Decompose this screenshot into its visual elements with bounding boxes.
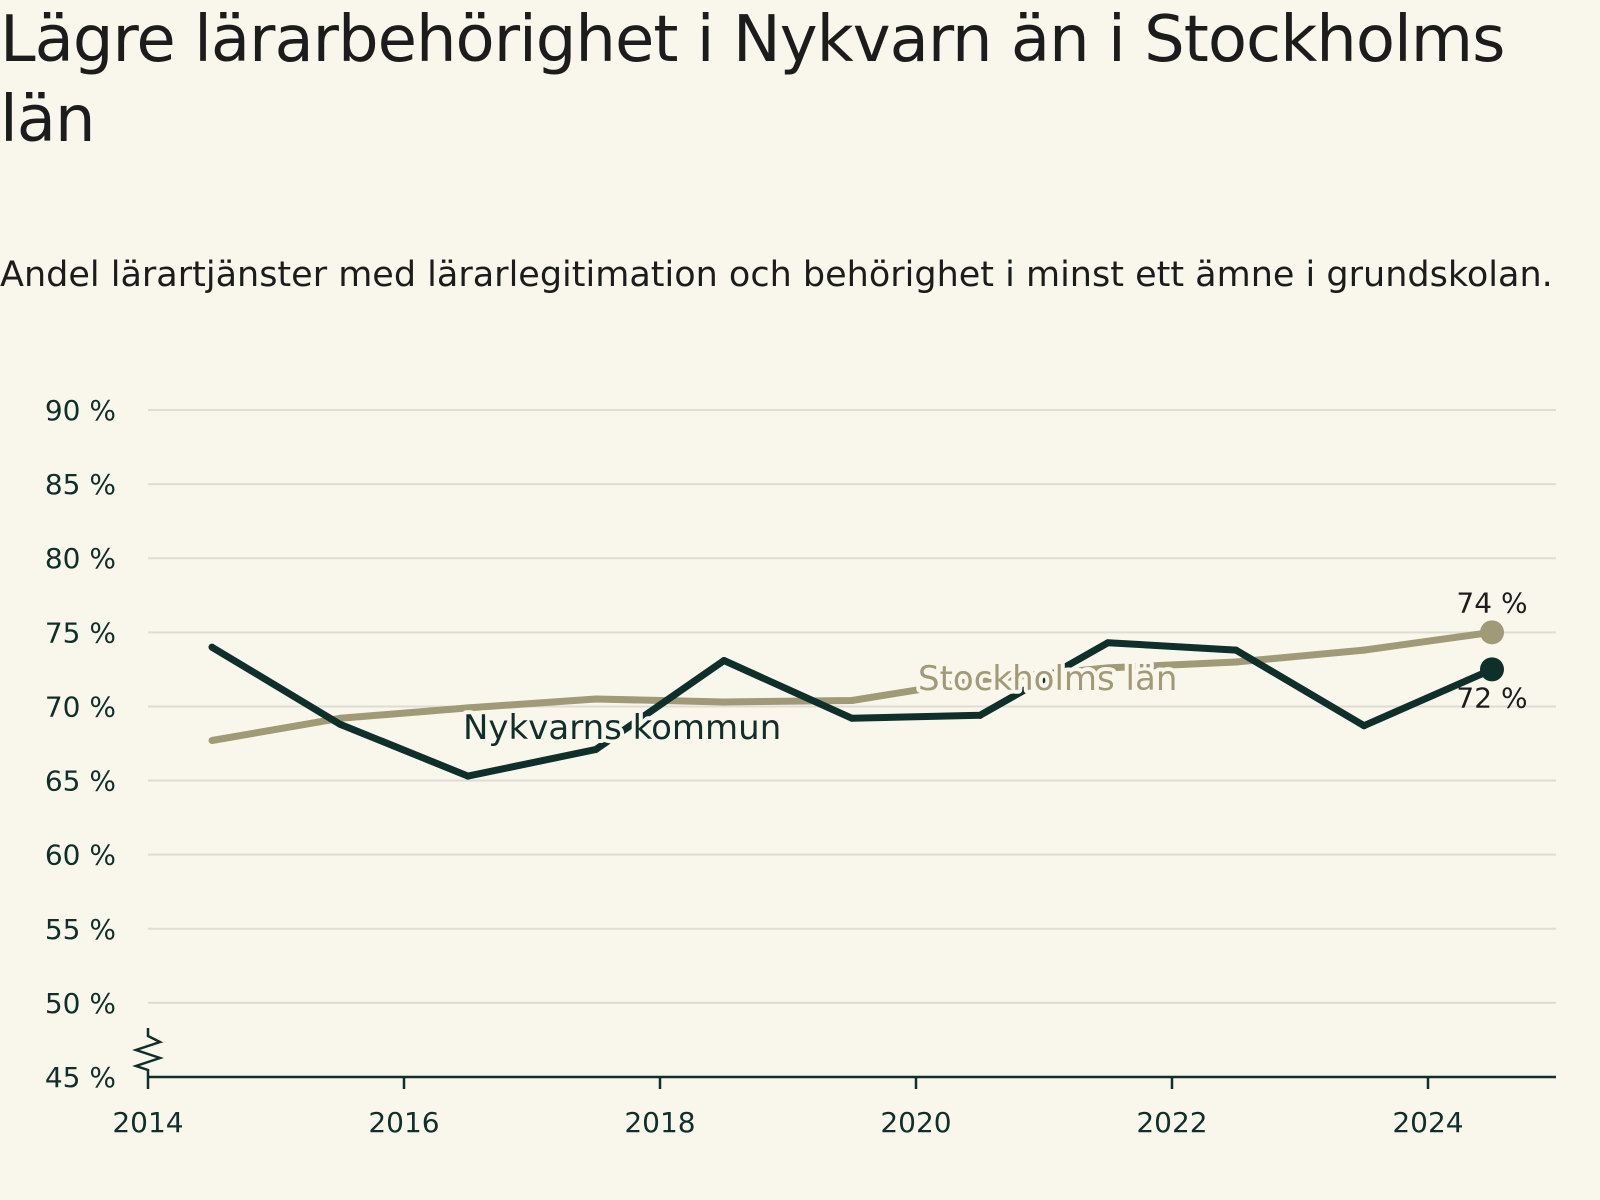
data-point: [592, 695, 600, 703]
x-tick-label: 2018: [624, 1106, 695, 1139]
x-tick-label: 2016: [368, 1106, 439, 1139]
data-point: [1360, 646, 1368, 654]
data-point: [1480, 620, 1504, 645]
y-tick-label: 70 %: [45, 690, 116, 723]
y-tick-label: 80 %: [45, 542, 116, 575]
y-tick-label: 85 %: [45, 468, 116, 501]
axis-break-icon: [132, 1028, 164, 1077]
y-tick-label: 90 %: [45, 394, 116, 427]
data-point: [1104, 664, 1112, 672]
y-tick-label: 45 %: [45, 1061, 116, 1094]
data-point: [1360, 722, 1368, 730]
data-point: [848, 714, 856, 722]
chart-title: Lägre lärarbehörighet i Nykvarn än i Sto…: [0, 3, 1505, 157]
stockholm-end-label: 74 %: [1456, 586, 1527, 619]
data-point: [1104, 639, 1112, 647]
data-point: [976, 711, 984, 719]
data-point: [1232, 646, 1240, 654]
data-point: [464, 772, 472, 780]
data-point: [592, 745, 600, 753]
data-point: [208, 643, 216, 651]
nykvarn-series-label: Nykvarns kommun: [463, 708, 781, 748]
data-point: [848, 697, 856, 705]
data-point: [464, 704, 472, 712]
stockholm-series-label: Stockholms län: [918, 659, 1177, 699]
x-tick-label: 2024: [1392, 1106, 1463, 1139]
data-point: [1480, 657, 1504, 682]
y-tick-label: 50 %: [45, 987, 116, 1020]
y-tick-label: 60 %: [45, 839, 116, 872]
data-point: [976, 676, 984, 684]
data-point: [336, 720, 344, 728]
chart-subtitle: Andel lärartjänster med lärarlegitimatio…: [0, 255, 1553, 295]
y-tick-label: 55 %: [45, 913, 116, 946]
data-point: [208, 737, 216, 745]
x-tick-label: 2022: [1136, 1106, 1207, 1139]
nykvarn-series-line: [210, 639, 1494, 780]
data-point: [720, 656, 728, 664]
data-point: [720, 698, 728, 706]
nykvarn-end-label: 72 %: [1456, 681, 1527, 714]
data-point: [1232, 658, 1240, 666]
y-tick-label: 75 %: [45, 616, 116, 649]
x-tick-label: 2014: [112, 1106, 183, 1139]
y-tick-label: 65 %: [45, 765, 116, 798]
x-tick-label: 2020: [880, 1106, 951, 1139]
